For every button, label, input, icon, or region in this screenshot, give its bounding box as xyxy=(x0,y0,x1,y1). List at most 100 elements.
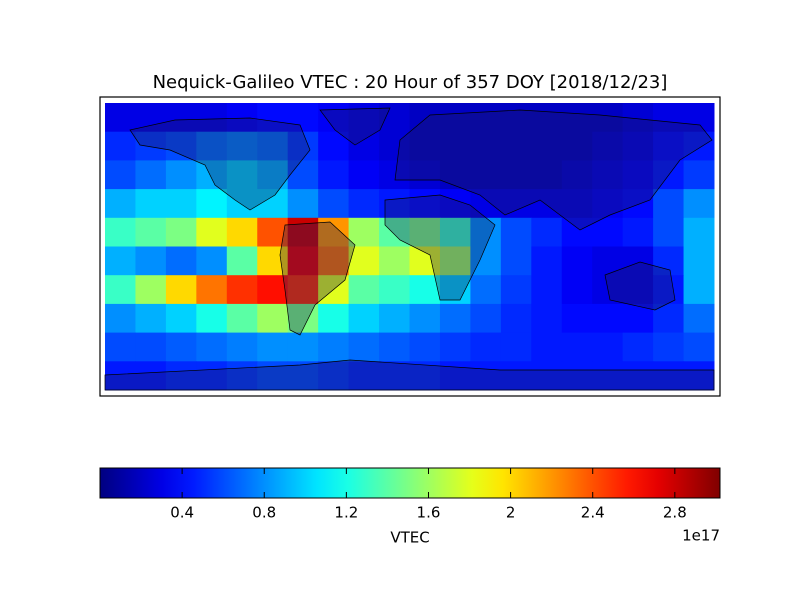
colorbar-offset: 1e17 xyxy=(682,527,720,545)
heatmap-cell xyxy=(226,275,258,305)
heatmap-cell xyxy=(135,160,167,190)
heatmap-cell xyxy=(165,103,197,133)
heatmap-cell xyxy=(531,160,563,190)
heatmap-cell xyxy=(531,131,563,161)
heatmap-cell xyxy=(287,160,319,190)
heatmap-cell xyxy=(592,131,624,161)
heatmap-cell xyxy=(257,332,289,362)
heatmap-cell xyxy=(135,361,167,391)
heatmap-cell xyxy=(105,361,136,391)
heatmap-cell xyxy=(257,189,289,219)
heatmap-cell xyxy=(500,131,532,161)
map-title: Nequick-Galileo VTEC : 20 Hour of 357 DO… xyxy=(153,72,668,93)
heatmap-cell xyxy=(226,246,258,276)
heatmap-cell xyxy=(196,332,228,362)
heatmap-cell xyxy=(439,275,471,305)
heatmap-cell xyxy=(653,246,685,276)
heatmap-cell xyxy=(348,103,380,133)
heatmap-cell xyxy=(470,275,502,305)
heatmap-cell xyxy=(409,332,441,362)
heatmap-cell xyxy=(592,303,624,334)
heatmap-cell xyxy=(287,246,319,276)
colorbar-label: VTEC xyxy=(390,529,429,547)
heatmap-cell xyxy=(196,103,228,133)
heatmap-cell xyxy=(226,361,258,391)
heatmap-cell xyxy=(165,332,197,362)
heatmap-cell xyxy=(592,189,624,219)
heatmap-cell xyxy=(500,246,532,276)
heatmap-cell xyxy=(470,303,502,334)
heatmap-cell xyxy=(622,131,654,161)
heatmap-cell xyxy=(257,103,289,133)
heatmap-cell xyxy=(592,332,624,362)
heatmap-cell xyxy=(287,103,319,133)
heatmap-cell xyxy=(135,303,167,334)
heatmap-cell xyxy=(439,131,471,161)
heatmap-cell xyxy=(683,303,715,334)
heatmap-cell xyxy=(500,303,532,334)
heatmap-cell xyxy=(622,189,654,219)
heatmap-cell xyxy=(318,361,350,391)
heatmap-cell xyxy=(348,160,380,190)
heatmap-cell xyxy=(409,361,441,391)
heatmap-cell xyxy=(470,246,502,276)
australia xyxy=(604,261,676,311)
heatmap-cell xyxy=(653,332,685,362)
heatmap-cell xyxy=(531,246,563,276)
heatmap-cell xyxy=(622,275,654,305)
heatmap-cell xyxy=(348,189,380,219)
heatmap-cell xyxy=(105,160,136,190)
heatmap-cell xyxy=(683,160,715,190)
heatmap-cell xyxy=(439,160,471,190)
heatmap-cell xyxy=(653,131,685,161)
map-frame xyxy=(99,96,721,397)
greenland xyxy=(319,107,391,146)
heatmap-cell xyxy=(470,332,502,362)
heatmap-cell xyxy=(561,189,593,219)
heatmap-cell xyxy=(135,217,167,247)
heatmap-cell xyxy=(470,103,502,133)
heatmap-cell xyxy=(318,103,350,133)
heatmap-cell xyxy=(592,103,624,133)
heatmap-cell xyxy=(470,361,502,391)
colorbar-tick-label: 0.4 xyxy=(170,504,194,522)
antarctica xyxy=(104,359,715,391)
heatmap-cell xyxy=(165,275,197,305)
heatmap-cell xyxy=(379,246,410,276)
heatmap-cell xyxy=(592,361,624,391)
colorbar-tick-label: 1.2 xyxy=(334,504,358,522)
heatmap-cell xyxy=(409,131,441,161)
heatmap-cell xyxy=(653,189,685,219)
heatmap-cell xyxy=(379,361,410,391)
heatmap-cell xyxy=(531,275,563,305)
heatmap-cell xyxy=(409,189,441,219)
heatmap-cell xyxy=(683,332,715,362)
heatmap-cell xyxy=(409,217,441,247)
heatmap-cell xyxy=(592,160,624,190)
heatmap-cell xyxy=(531,189,563,219)
heatmap-cell xyxy=(683,361,715,391)
heatmap-cell xyxy=(196,217,228,247)
heatmap-cell xyxy=(683,189,715,219)
heatmap-cell xyxy=(257,303,289,334)
heatmap-cell xyxy=(470,160,502,190)
heatmap-cell xyxy=(500,160,532,190)
heatmap-cell xyxy=(165,160,197,190)
heatmap-cell xyxy=(653,303,685,334)
heatmap-cell xyxy=(439,103,471,133)
heatmap-cell xyxy=(348,275,380,305)
heatmap-cell xyxy=(257,246,289,276)
heatmap-cell xyxy=(561,303,593,334)
heatmap-cell xyxy=(561,131,593,161)
heatmap-cell xyxy=(165,361,197,391)
heatmap-cell xyxy=(379,275,410,305)
heatmap-cell xyxy=(592,246,624,276)
heatmap-cell xyxy=(622,246,654,276)
heatmap-cell xyxy=(226,131,258,161)
colorbar-tick-label: 0.8 xyxy=(252,504,276,522)
heatmap-cell xyxy=(439,332,471,362)
heatmap-cell xyxy=(287,189,319,219)
heatmap-cell xyxy=(379,160,410,190)
heatmap-cell xyxy=(470,189,502,219)
